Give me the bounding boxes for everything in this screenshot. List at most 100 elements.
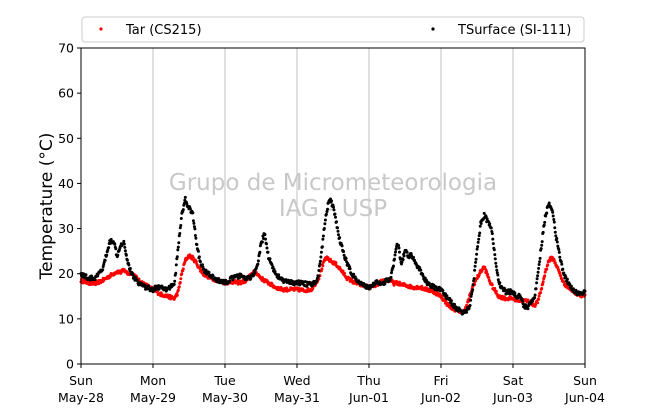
data-point (125, 258, 129, 262)
data-point (258, 250, 262, 254)
data-point (332, 208, 336, 212)
data-point (124, 253, 128, 257)
data-point (536, 301, 540, 305)
y-tick-label: 60 (58, 86, 74, 101)
data-point (176, 288, 180, 292)
data-point (448, 297, 452, 300)
data-point (337, 233, 340, 237)
data-point (441, 289, 445, 293)
data-point (536, 270, 540, 274)
data-point (539, 291, 543, 295)
data-point (397, 246, 401, 250)
data-point (319, 255, 323, 259)
data-point (113, 242, 117, 246)
data-point (173, 279, 177, 283)
data-point (340, 244, 344, 248)
data-point (336, 226, 339, 230)
data-point (323, 222, 327, 226)
y-tick-label: 50 (58, 131, 74, 146)
x-tick-label-date: Jun-01 (348, 390, 389, 405)
x-axis: Sun May-28 Mon May-29 Tue May-30 Wed May-31 Thu J… (58, 364, 605, 405)
data-point (421, 274, 425, 278)
data-point (342, 250, 346, 253)
data-point (256, 262, 260, 266)
data-point (231, 278, 235, 282)
y-tick-label: 70 (58, 41, 74, 56)
data-point (107, 246, 111, 250)
data-point (383, 282, 387, 286)
data-point (194, 260, 198, 264)
data-point (265, 242, 268, 246)
data-point (558, 255, 562, 259)
data-point (494, 261, 498, 265)
data-point (541, 280, 545, 284)
data-point (330, 199, 333, 203)
data-point (393, 257, 396, 261)
data-point (467, 307, 471, 310)
x-tick-label-day: Tue (213, 373, 236, 388)
data-point (211, 274, 215, 278)
data-point (332, 205, 335, 209)
data-point (557, 248, 561, 251)
data-point (101, 268, 105, 272)
data-point (468, 304, 472, 307)
data-point (474, 257, 478, 261)
grid-lines (152, 48, 514, 364)
data-point (582, 291, 585, 295)
y-axis: 0 10 20 30 40 50 60 70 (58, 41, 81, 372)
data-point (123, 249, 127, 253)
data-point (389, 275, 393, 279)
data-point (449, 299, 453, 303)
data-point (334, 261, 338, 265)
data-point (217, 277, 221, 280)
data-point (176, 248, 180, 252)
legend-label-tar: Tar (CS215) (125, 23, 202, 38)
data-point (193, 227, 197, 231)
data-point (564, 275, 568, 279)
data-point (477, 237, 481, 241)
data-point (473, 264, 477, 268)
data-point (192, 225, 196, 229)
data-point (445, 294, 449, 298)
data-point (565, 277, 569, 281)
data-point (513, 291, 517, 295)
data-point (521, 302, 525, 306)
data-point (318, 259, 322, 263)
data-point (179, 277, 183, 281)
data-point (443, 292, 447, 296)
data-point (493, 287, 497, 290)
data-point (472, 277, 476, 281)
data-point (109, 237, 113, 241)
data-point (412, 256, 416, 259)
data-point (536, 274, 540, 278)
data-point (266, 250, 270, 254)
data-point (341, 269, 345, 273)
x-tick-label-date: May-29 (130, 390, 176, 405)
data-point (311, 287, 315, 291)
data-point (188, 207, 192, 211)
data-point (253, 271, 257, 275)
data-point (477, 234, 481, 238)
data-point (175, 255, 179, 259)
data-point (541, 230, 545, 234)
data-point (526, 307, 530, 311)
data-point (546, 263, 550, 267)
data-point (277, 273, 281, 277)
data-point (543, 220, 547, 224)
data-point (338, 236, 342, 240)
data-point (397, 243, 400, 247)
data-point (491, 242, 495, 246)
data-point (333, 212, 337, 216)
data-point (179, 217, 183, 220)
data-point (335, 220, 338, 224)
data-point (491, 237, 495, 241)
x-tick-label-date: May-31 (274, 390, 320, 405)
y-tick-label: 10 (58, 311, 74, 326)
data-point (538, 260, 542, 264)
data-point (264, 237, 267, 241)
data-point (176, 245, 180, 249)
data-point (418, 266, 422, 270)
data-point (204, 268, 208, 272)
data-point (529, 301, 533, 305)
data-point (134, 276, 138, 280)
